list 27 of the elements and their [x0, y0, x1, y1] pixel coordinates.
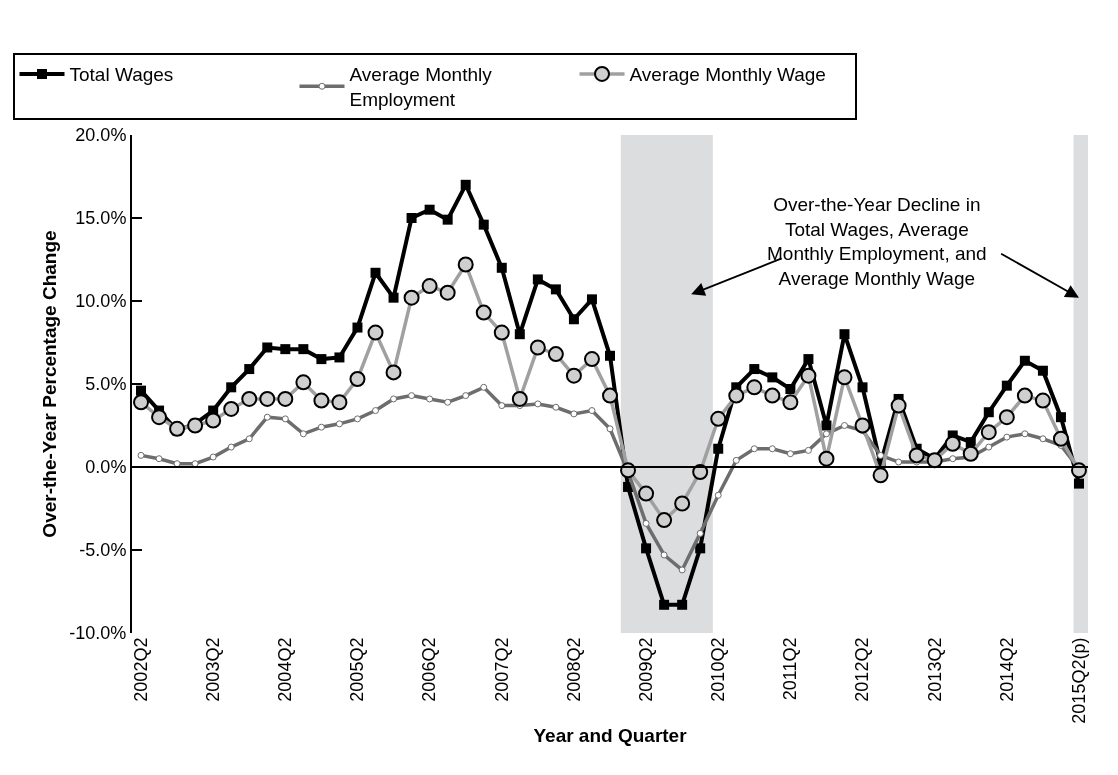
y-tick-label: 0.0% [85, 457, 127, 478]
x-tick-label: 2006Q2 [419, 637, 440, 702]
x-tick-label: 2012Q2 [852, 637, 873, 702]
x-tick-label: 2013Q2 [924, 637, 945, 702]
x-axis-title: Year and Quarter [533, 725, 688, 747]
x-tick-label: 2009Q2 [635, 637, 656, 702]
y-axis-title: Over-the-Year Percentage Change [38, 230, 60, 538]
y-tick-label: 20.0% [75, 125, 127, 146]
legend-label: Average Monthly Employment [349, 64, 493, 111]
x-tick-label: 2004Q2 [275, 637, 296, 702]
annotation: Over-the-Year Decline in Total Wages, Average Monthly Employment, and Average Monthly Wage [767, 194, 987, 290]
x-tick-label: 2002Q2 [130, 637, 151, 702]
x-tick-label: 2010Q2 [708, 637, 729, 702]
x-tick-label: 2005Q2 [347, 637, 368, 702]
x-tick-label: 2011Q2 [780, 637, 801, 701]
x-tick-label: 2014Q2 [996, 637, 1017, 702]
y-tick-label: -10.0% [69, 623, 127, 644]
x-tick-label: 2007Q2 [491, 637, 512, 702]
x-tick-label: 2008Q2 [563, 637, 584, 702]
y-tick-label: 15.0% [75, 208, 127, 229]
x-tick-label: 2003Q2 [203, 637, 224, 702]
legend-label: Total Wages [69, 64, 174, 86]
y-tick-label: -5.0% [79, 540, 127, 561]
y-tick-label: 5.0% [85, 374, 127, 395]
x-tick-label: 2015Q2(p) [1068, 637, 1089, 724]
y-tick-label: 10.0% [75, 291, 127, 312]
legend-label: Average Monthly Wage [629, 64, 826, 86]
